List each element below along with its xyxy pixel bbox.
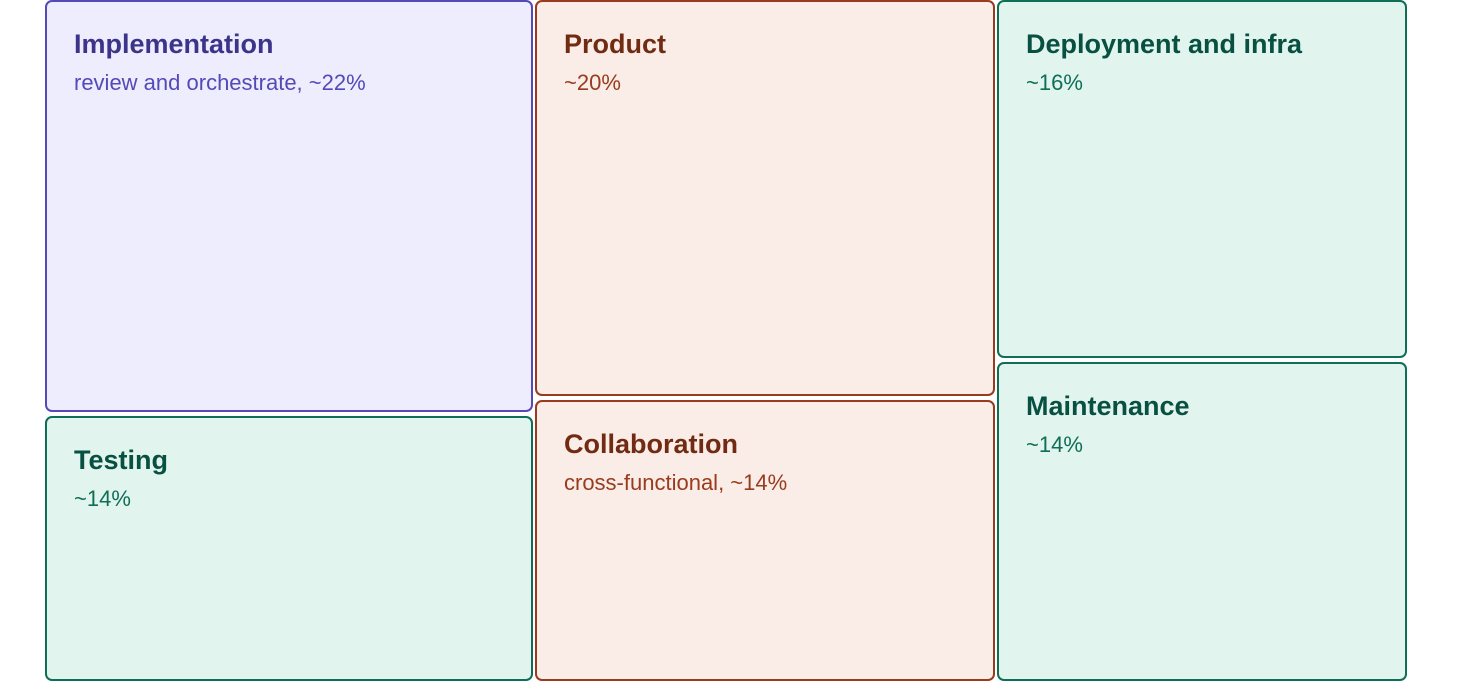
tile-collaboration: Collaboration cross-functional, ~14%	[535, 400, 995, 681]
tile-note: ~16%	[1026, 70, 1083, 95]
tile-title: Testing	[74, 445, 168, 475]
tile-deployment: Deployment and infra ~16%	[997, 0, 1407, 358]
tile-note: review and orchestrate, ~22%	[74, 70, 366, 95]
tile-maintenance: Maintenance ~14%	[997, 362, 1407, 681]
tile-title: Maintenance	[1026, 391, 1190, 421]
tile-title: Deployment and infra	[1026, 29, 1303, 59]
tile-implementation: Implementation review and orchestrate, ~…	[45, 0, 533, 412]
tile-product: Product ~20%	[535, 0, 995, 396]
tile-note: ~14%	[74, 486, 131, 511]
tile-title: Collaboration	[564, 429, 738, 459]
tile-testing: Testing ~14%	[45, 416, 533, 681]
tile-title: Implementation	[74, 29, 274, 59]
tile-note: cross-functional, ~14%	[564, 470, 788, 495]
tile-note: ~14%	[1026, 432, 1083, 457]
tile-title: Product	[564, 29, 667, 59]
tile-note: ~20%	[564, 70, 621, 95]
